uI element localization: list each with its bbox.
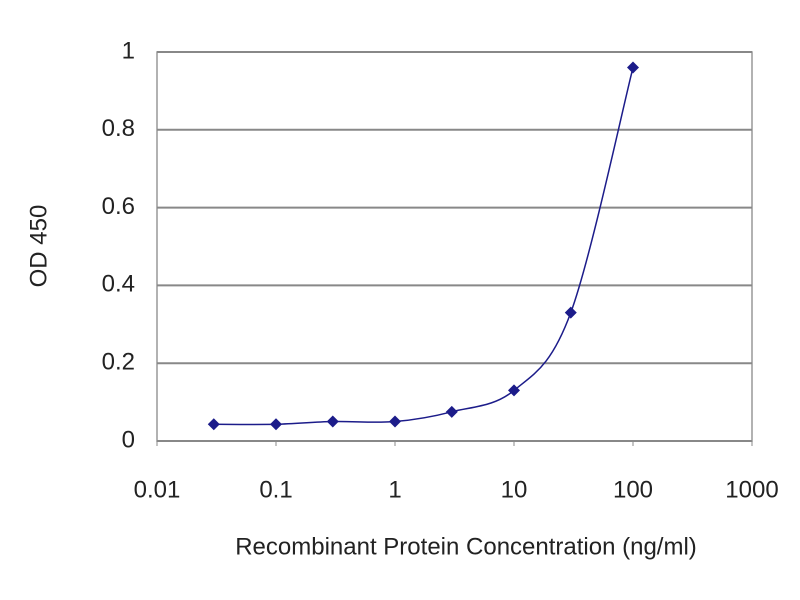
y-tick-label: 0.4 — [102, 271, 135, 298]
y-tick-label: 0.6 — [102, 193, 135, 220]
marker — [564, 306, 577, 319]
x-tick-label: 0.1 — [259, 476, 292, 503]
marker — [508, 384, 520, 397]
x-tick-label: 0.01 — [134, 476, 181, 503]
marker — [389, 415, 401, 428]
plot-area — [156, 51, 753, 442]
line — [213, 67, 634, 426]
marker — [270, 418, 282, 431]
y-tick-label: 0.2 — [102, 349, 135, 376]
marker — [627, 61, 639, 74]
x-tick-label: 100 — [613, 476, 653, 503]
y-tick-label: 0 — [122, 426, 135, 453]
y-tick-label: 1 — [122, 37, 135, 64]
y-axis-label: OD 450 — [25, 205, 52, 288]
x-tick-label: 1000 — [725, 476, 778, 503]
x-tick-label: 10 — [501, 476, 528, 503]
marker — [445, 405, 458, 418]
marker — [207, 418, 220, 431]
y-tick-label: 0.8 — [102, 115, 135, 142]
marker — [326, 415, 339, 428]
x-tick-label: 1 — [388, 476, 401, 503]
x-axis-label: Recombinant Protein Concentration (ng/ml… — [235, 533, 697, 560]
